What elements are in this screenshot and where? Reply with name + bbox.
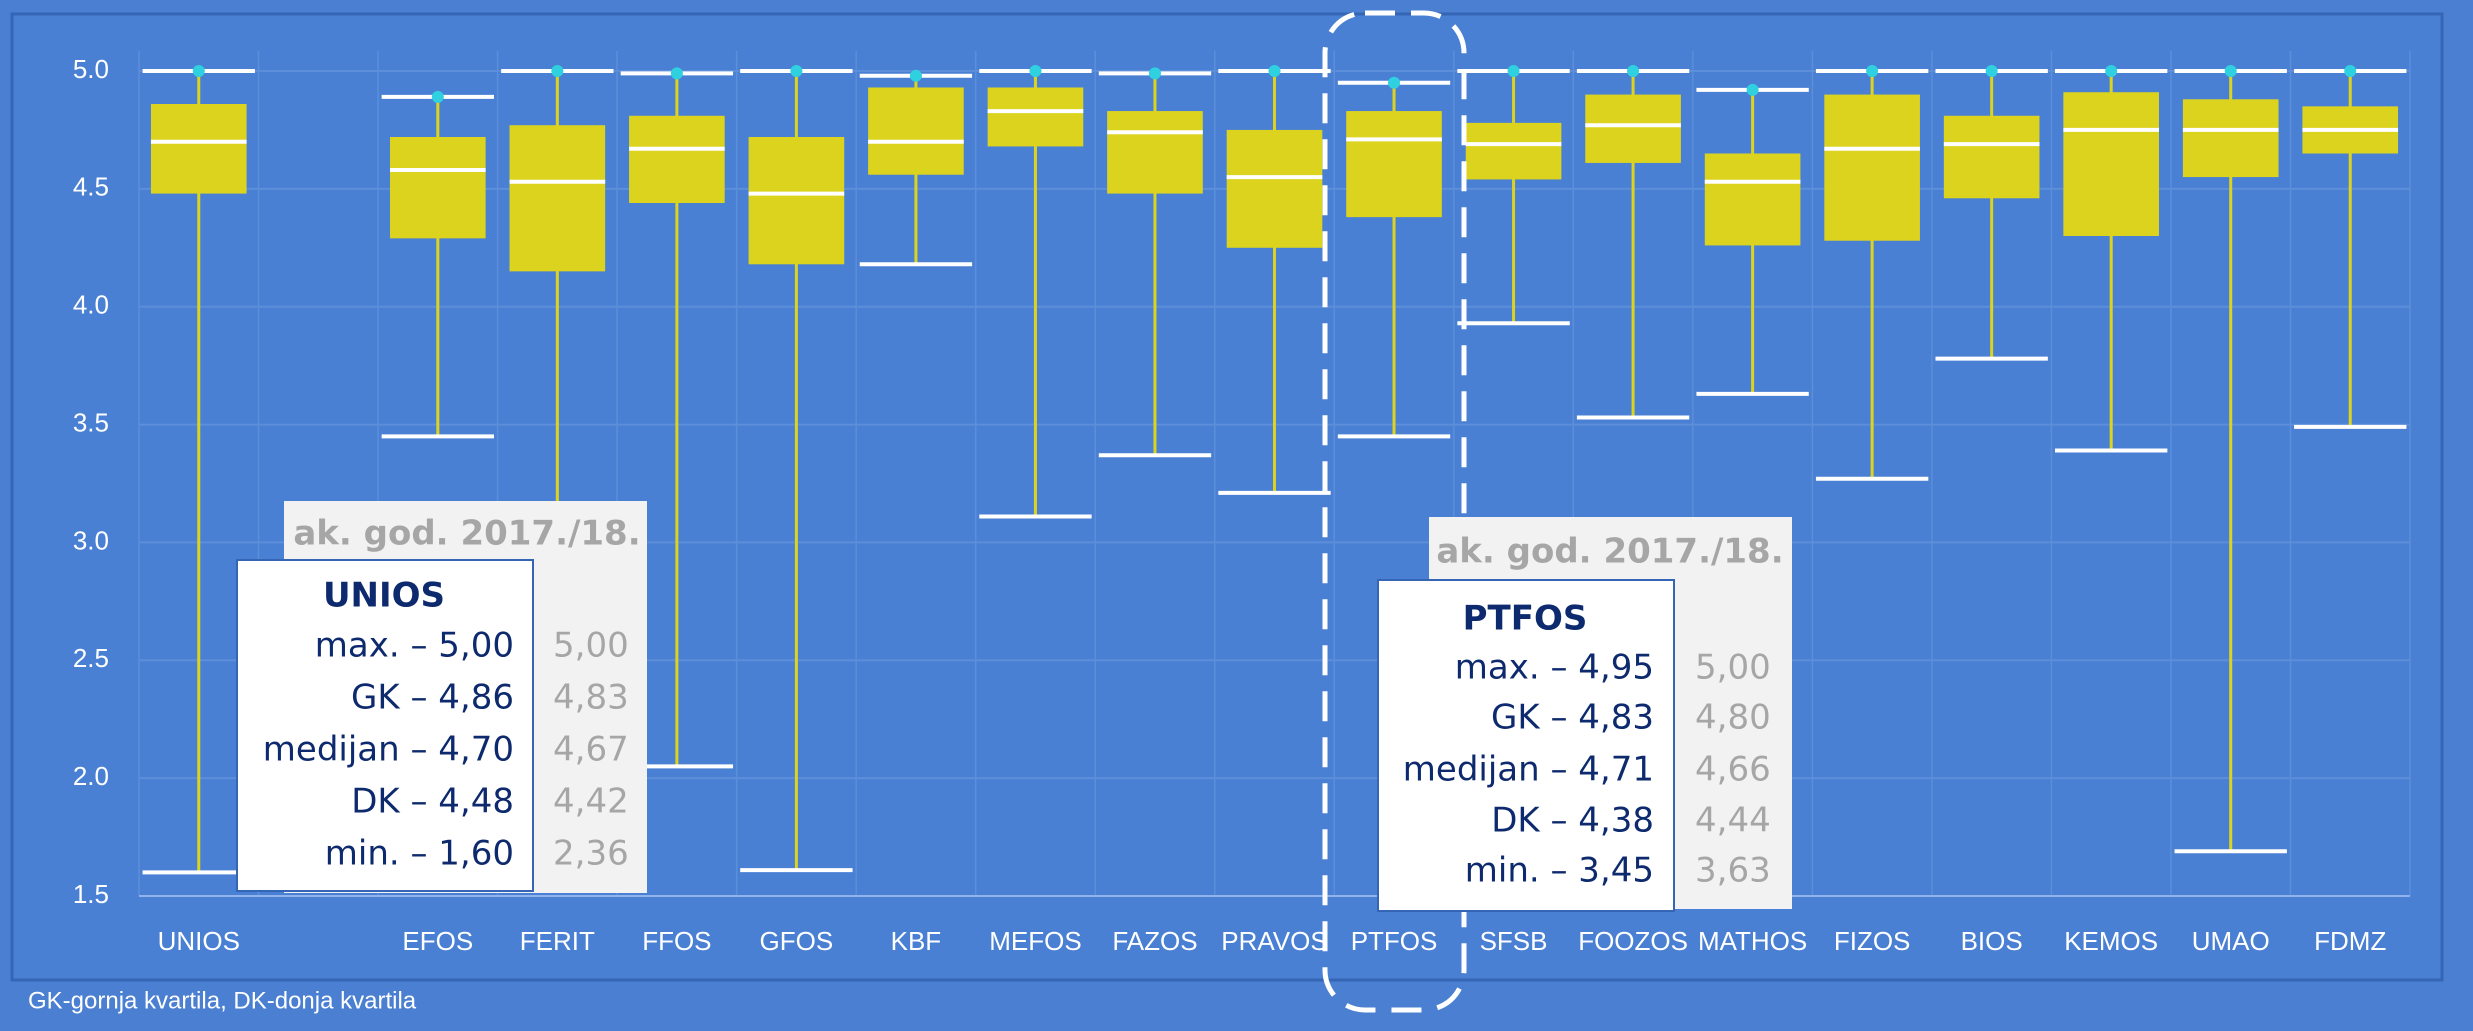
max-marker [1507,65,1520,77]
x-tick-label: EFOS [402,926,473,956]
previous-value: 3,63 [1695,851,1771,891]
box [1465,122,1562,180]
stat-row: medijan – 4,71 [1403,750,1654,790]
max-marker [1985,65,1998,77]
previous-value: 4,83 [553,678,629,718]
y-tick-label: 2.0 [73,761,109,791]
y-tick-label: 1.5 [73,879,109,909]
max-marker [909,69,922,82]
panel-title: UNIOS [323,576,445,616]
x-tick-label: FDMZ [2314,926,2386,956]
max-marker [1746,83,1759,96]
max-marker [1627,65,1640,77]
highlight-frame [1322,10,1467,1013]
box [2063,92,2159,236]
footnote: GK-gornja kvartila, DK-donja kvartila [28,987,417,1014]
info-panel [1377,579,1675,912]
max-marker [1148,67,1161,80]
box [1346,111,1442,218]
panel-header: ak. god. 2017./18. [1436,532,1783,572]
panel-title: PTFOS [1463,599,1588,639]
stat-row: DK – 4,48 [351,782,514,822]
y-tick-label: 3.0 [73,525,109,555]
info-panel [236,559,534,892]
y-tick-label: 4.5 [73,172,109,202]
box [1704,153,1801,246]
x-tick-label: MATHOS [1698,926,1807,956]
x-tick-label: UMAO [2192,926,2270,956]
x-tick-label: UNIOS [158,926,240,956]
box [1226,129,1323,248]
box [868,87,964,175]
x-tick-label: GFOS [760,926,834,956]
y-tick-label: 5.0 [73,54,109,84]
x-tick-label: FOOZOS [1578,926,1688,956]
box [1585,94,1681,163]
previous-value: 4,66 [1695,750,1771,790]
stat-row: DK – 4,38 [1491,801,1654,841]
x-tick-label: KEMOS [2064,926,2158,956]
box [2182,99,2279,178]
box [748,137,845,265]
box [1943,115,2040,199]
previous-value: 4,44 [1695,801,1771,841]
max-marker [1866,65,1879,77]
max-marker [670,67,683,80]
box [509,125,606,272]
x-tick-label: MEFOS [989,926,1081,956]
annotations: ak. god. 2017./18. UNIOS max. – 5,00 5,00 GK… [236,501,1792,912]
previous-value: 4,42 [553,782,629,822]
x-tick-label: FAZOS [1112,926,1197,956]
previous-value: 5,00 [553,626,629,666]
stat-row: min. – 1,60 [325,834,514,874]
x-tick-label: FERIT [520,926,595,956]
max-marker [431,90,444,103]
plot: 1.5 2.0 2.5 3.0 3.5 4.0 4.5 5.0 UNIOS EFOS FERIT FF… [73,51,2411,956]
box [1824,94,1920,241]
max-marker [1029,65,1042,77]
max-marker [1388,76,1401,89]
box [987,87,1084,147]
y-tick-label: 2.5 [73,643,109,673]
box [1107,111,1203,194]
x-tick-label: FIZOS [1834,926,1911,956]
max-marker [2344,65,2357,77]
previous-value: 4,80 [1695,698,1771,738]
max-marker [551,65,564,77]
previous-value: 5,00 [1695,648,1771,688]
x-tick-label: SFSB [1480,926,1548,956]
stat-row: max. – 5,00 [315,626,514,666]
max-marker [790,65,803,77]
x-tick-label: KBF [891,926,942,956]
panel-header: ak. god. 2017./18. [293,514,640,554]
stat-row: GK – 4,86 [351,678,514,718]
y-tick-label: 3.5 [73,407,109,437]
box [150,104,247,194]
max-marker [1268,65,1281,77]
previous-value: 2,36 [553,834,629,874]
max-marker [2224,65,2237,77]
stat-row: max. – 4,95 [1455,648,1654,688]
max-marker [2105,65,2118,77]
box [390,137,486,239]
stat-row: medijan – 4,70 [263,730,514,770]
stat-row: min. – 3,45 [1465,851,1654,891]
x-tick-label: PRAVOS [1221,926,1327,956]
x-tick-label: BIOS [1961,926,2023,956]
max-marker [192,65,205,77]
previous-value: 4,67 [553,730,629,770]
x-tick-label: PTFOS [1351,926,1438,956]
box [629,115,725,203]
stat-row: GK – 4,83 [1491,698,1654,738]
x-tick-label: FFOS [642,926,711,956]
y-tick-label: 4.0 [73,290,109,320]
